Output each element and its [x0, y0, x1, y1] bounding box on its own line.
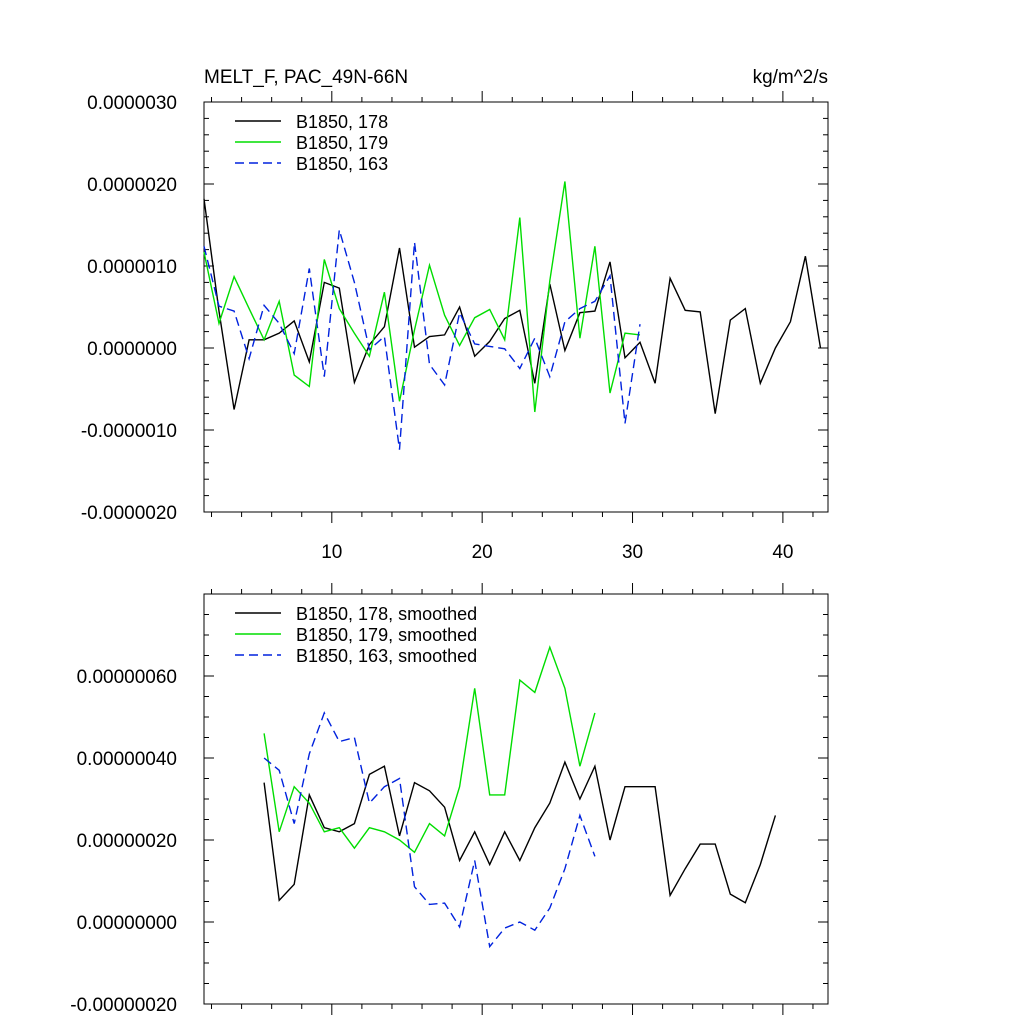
y-tick-label: 0.00000020: [77, 831, 177, 852]
series-line-2: [203, 181, 641, 413]
x-tick-label: 30: [622, 542, 643, 563]
legend-label-2: B1850, 179: [296, 133, 388, 153]
series-line-2: [263, 645, 596, 854]
y-tick-label: 0.0000010: [87, 257, 177, 278]
legend-label-3: B1850, 163, smoothed: [296, 646, 477, 666]
series-line-3: [203, 229, 641, 450]
bottom-plot-panel: -0.00000020 0.00000000 0.00000020 0.0000004…: [70, 583, 829, 1016]
x-tick-label: 40: [772, 542, 793, 563]
top-plot-panel: -0.0000020 -0.0000010 0.0000000 0.0000010 0.…: [81, 91, 829, 563]
y-tick-label: 0.0000020: [87, 175, 177, 196]
y-tick-label: 0.0000030: [87, 93, 177, 114]
x-tick-label: 20: [472, 542, 493, 563]
legend-label-1: B1850, 178: [296, 112, 388, 132]
legend-label-2: B1850, 179, smoothed: [296, 625, 477, 645]
legend-label-1: B1850, 178, smoothed: [296, 604, 477, 624]
y-tick-label: -0.00000020: [70, 995, 177, 1016]
series-line-1: [263, 760, 777, 904]
y-tick-label: 0.0000000: [87, 339, 177, 360]
y-tick-label: 0.00000000: [77, 913, 177, 934]
y-tick-label: -0.0000010: [81, 421, 177, 442]
x-tick-label: 10: [321, 542, 342, 563]
y-tick-label: 0.00000040: [77, 749, 177, 770]
plot-frame: [203, 101, 829, 513]
chart-units: kg/m^2/s: [753, 67, 828, 88]
series-line-1: [203, 198, 822, 414]
legend-label-3: B1850, 163: [296, 154, 388, 174]
y-tick-label: -0.0000020: [81, 503, 177, 524]
y-tick-label: 0.00000060: [77, 667, 177, 688]
series-line-3: [263, 711, 596, 949]
chart-title: MELT_F, PAC_49N-66N: [204, 67, 408, 88]
